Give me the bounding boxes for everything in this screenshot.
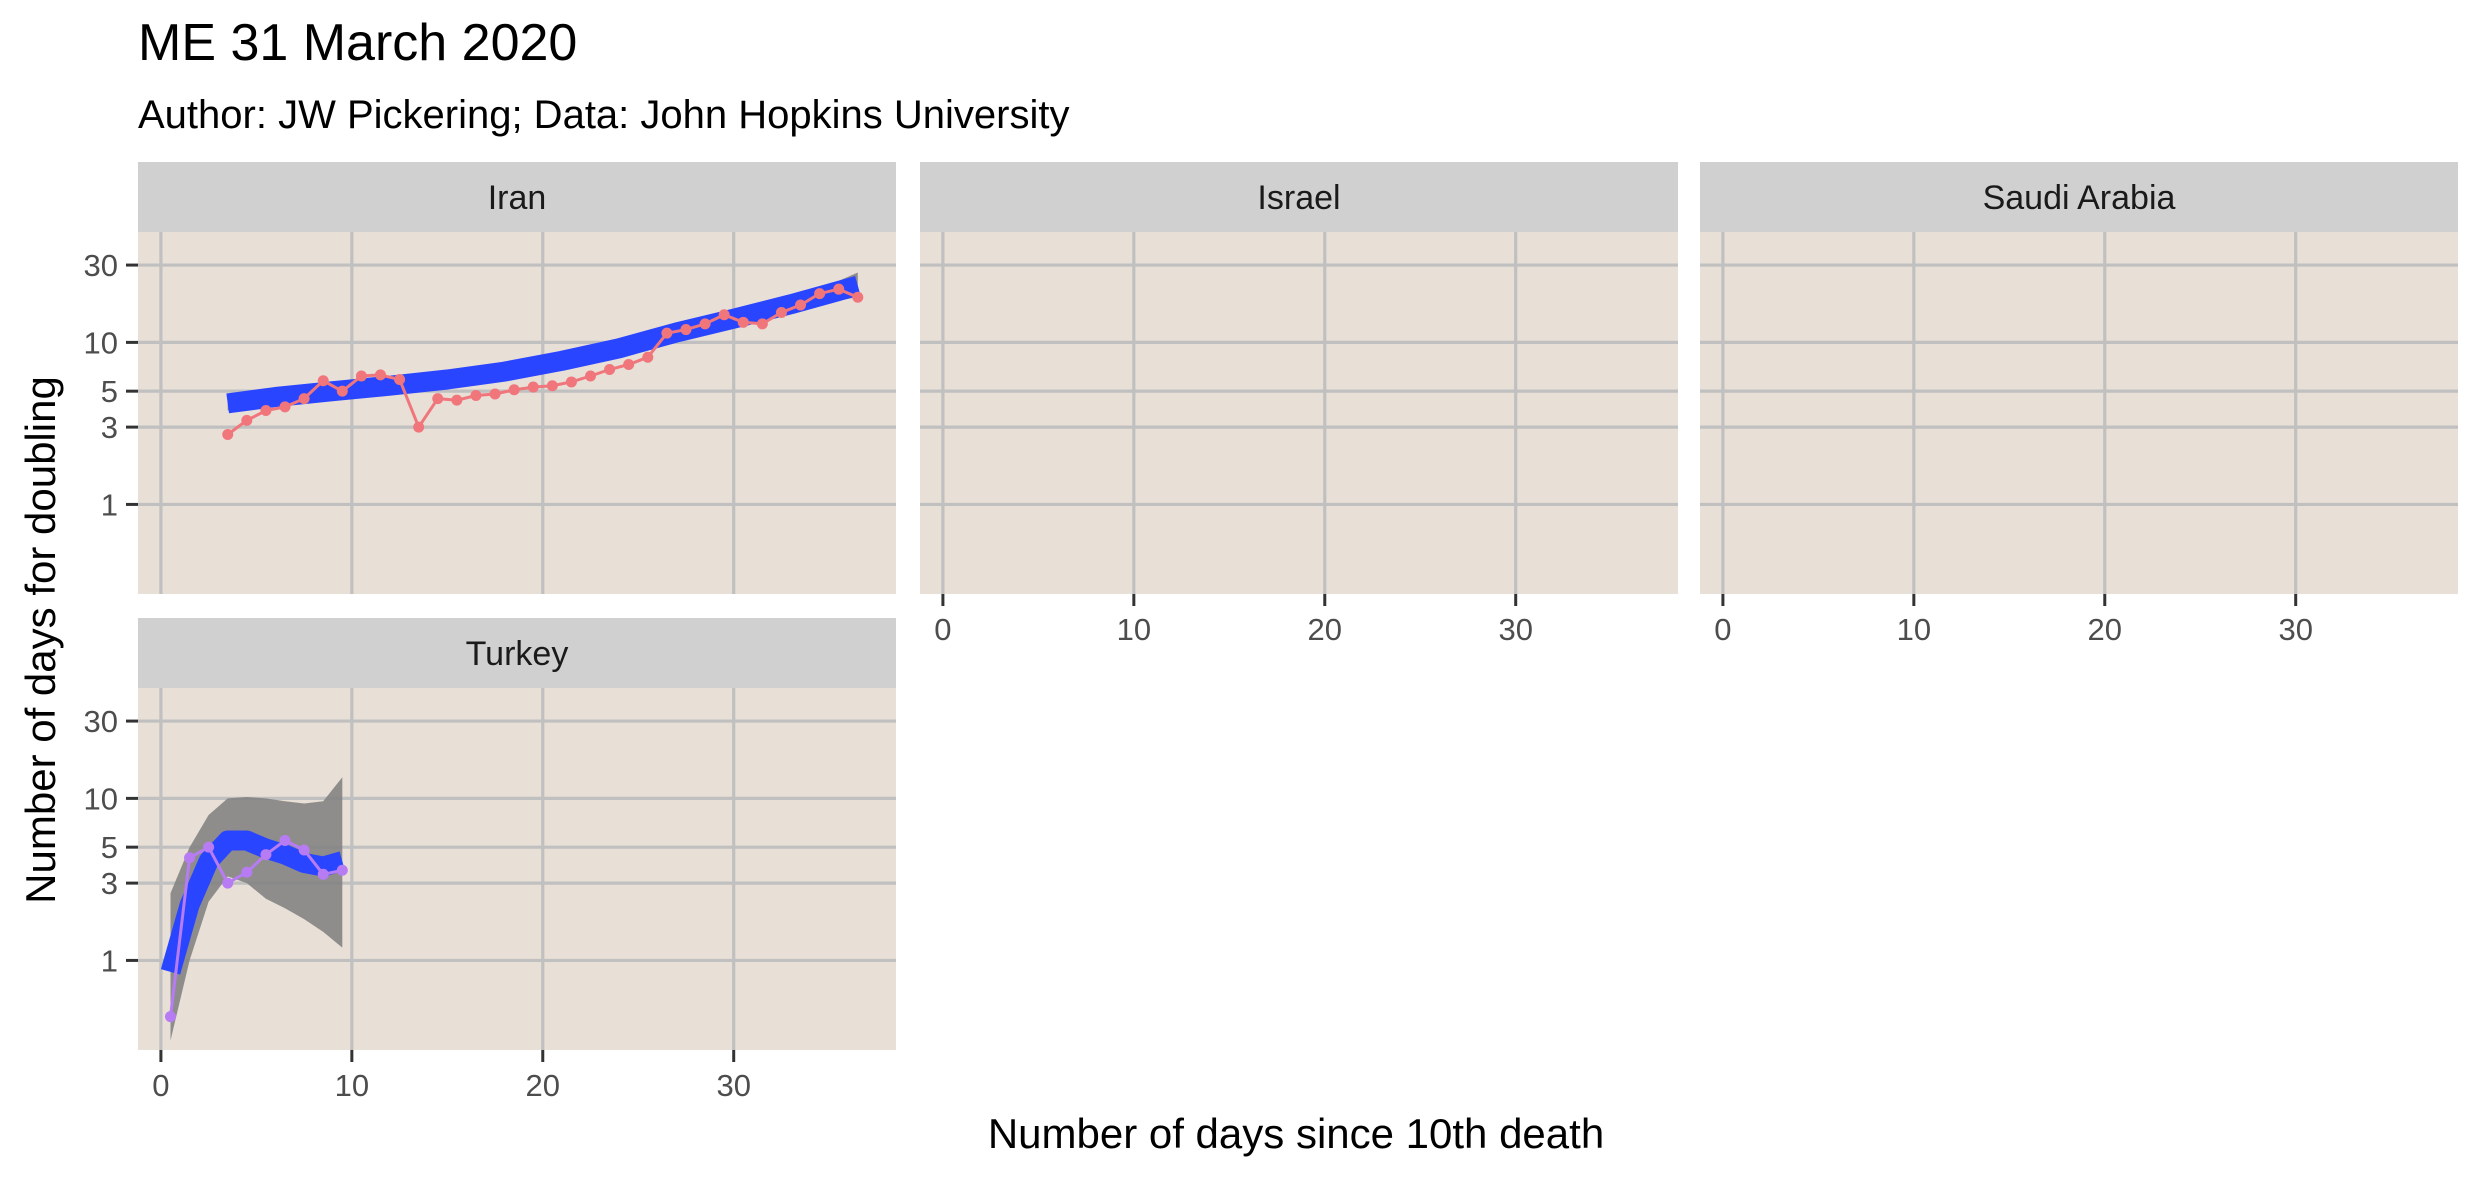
data-point-iran (852, 291, 864, 303)
x-tick-label-0: 0 (152, 1068, 169, 1103)
data-point-iran (394, 374, 406, 386)
y-tick-label-3: 3 (101, 410, 118, 445)
strip-iran (138, 162, 896, 232)
chart-title: ME 31 March 2020 (138, 14, 577, 72)
data-point-turkey (241, 866, 253, 878)
x-tick-label-20: 20 (1308, 612, 1342, 647)
smooth-line-iran (226, 275, 861, 414)
data-point-turkey (184, 852, 196, 864)
data-point-iran (489, 388, 501, 400)
panel-turkey: Turkey 1 35 10 30 0 10 20 30 (84, 618, 896, 1103)
y-tick-label-5: 5 (101, 374, 118, 409)
data-point-iran (470, 390, 482, 402)
x-tick-label-10: 10 (1117, 612, 1151, 647)
strip-label-turkey: Turkey (466, 635, 569, 673)
data-point-iran (833, 283, 845, 295)
panel-background-saudi-arabia (1700, 232, 2458, 594)
data-point-iran (737, 316, 749, 328)
x-tick-label-30: 30 (716, 1068, 750, 1103)
data-point-iran (814, 288, 826, 300)
data-point-iran (336, 385, 348, 397)
x-tick-label-30: 30 (2278, 612, 2312, 647)
x-axis-title: Number of days since 10th death (988, 1110, 1604, 1157)
data-point-iran (795, 299, 807, 311)
y-tick-label-10: 10 (84, 325, 118, 360)
panel-background-iran (138, 232, 896, 594)
strip-israel (920, 162, 1678, 232)
data-point-iran (718, 309, 730, 321)
data-point-iran (680, 324, 692, 336)
y-tick-label-1: 1 (101, 487, 118, 522)
series-line-turkey (169, 838, 343, 1017)
chart-subtitle: Author: JW Pickering; Data: John Hopkins… (138, 93, 1069, 137)
data-point-iran (585, 370, 597, 382)
y-axis-title: Number of days for doubling (17, 376, 64, 904)
strip-label-iran: Iran (488, 179, 547, 217)
x-tick-label-0: 0 (934, 612, 951, 647)
data-point-iran (432, 393, 444, 405)
data-point-turkey (279, 834, 291, 846)
data-point-iran (413, 421, 425, 433)
y-tick-label-5: 5 (101, 830, 118, 865)
data-layer-turkey (160, 777, 348, 1041)
y-tick-label-30: 30 (84, 704, 118, 739)
strip-label-saudi-arabia: Saudi Arabia (1983, 179, 2176, 217)
data-point-iran (623, 359, 635, 371)
data-point-iran (260, 404, 272, 416)
strip-turkey (138, 618, 896, 688)
y-tick-label-1: 1 (101, 943, 118, 978)
data-point-turkey (336, 864, 348, 876)
data-point-iran (451, 394, 463, 406)
x-tick-label-0: 0 (1714, 612, 1731, 647)
y-tick-label-10: 10 (84, 781, 118, 816)
data-point-iran (756, 318, 768, 330)
data-point-turkey (203, 841, 215, 853)
series-line-iran (226, 287, 859, 436)
data-point-iran (279, 401, 291, 413)
panel-israel: Israel 0 10 20 30 (920, 162, 1678, 647)
data-point-iran (527, 381, 539, 393)
data-point-iran (642, 351, 654, 363)
data-point-iran (565, 376, 577, 388)
data-point-iran (241, 414, 253, 426)
panel-background-israel (920, 232, 1678, 594)
x-tick-label-30: 30 (1498, 612, 1532, 647)
data-point-iran (298, 393, 310, 405)
strip-saudi-arabia (1700, 162, 2458, 232)
data-point-iran (355, 370, 367, 382)
data-point-iran (661, 327, 673, 339)
smooth-line-turkey (160, 830, 346, 975)
data-point-iran (546, 380, 558, 392)
data-point-turkey (317, 868, 329, 880)
data-point-iran (374, 369, 386, 381)
strip-label-israel: Israel (1257, 179, 1340, 217)
data-point-turkey (260, 849, 272, 861)
data-point-iran (508, 384, 520, 396)
data-point-turkey (222, 877, 234, 889)
x-tick-label-20: 20 (526, 1068, 560, 1103)
y-tick-label-30: 30 (84, 248, 118, 283)
x-tick-label-20: 20 (2088, 612, 2122, 647)
data-point-iran (604, 364, 616, 376)
data-point-iran (317, 375, 329, 387)
x-tick-label-10: 10 (1897, 612, 1931, 647)
panel-saudi-arabia: Saudi Arabia 0 10 20 30 (1700, 162, 2458, 647)
data-point-iran (775, 306, 787, 318)
data-point-iran (699, 318, 711, 330)
data-point-turkey (164, 1011, 176, 1023)
x-tick-label-10: 10 (335, 1068, 369, 1103)
y-tick-label-3: 3 (101, 866, 118, 901)
panel-iran: Iran 1 35 10 30 (84, 162, 896, 594)
data-point-turkey (298, 844, 310, 856)
data-point-iran (222, 429, 234, 441)
data-layer-iran (222, 272, 864, 441)
